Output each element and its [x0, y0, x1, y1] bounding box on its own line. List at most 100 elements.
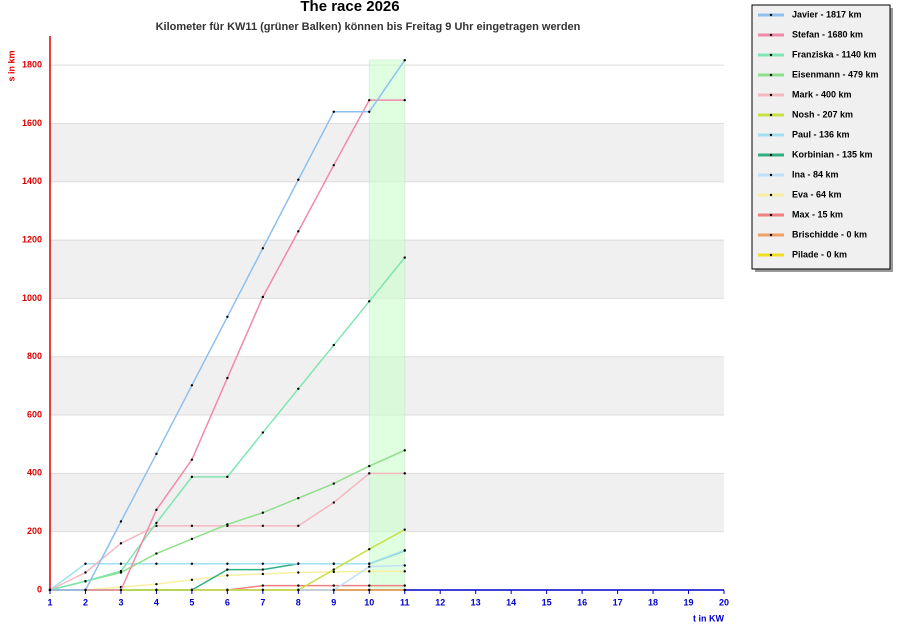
point [226, 523, 229, 526]
x-tick-label: 15 [542, 597, 552, 607]
legend-label: Franziska - 1140 km [792, 49, 877, 59]
point [403, 472, 406, 475]
x-tick-label: 14 [506, 597, 516, 607]
x-tick-label: 9 [331, 597, 336, 607]
x-tick-label: 3 [118, 597, 123, 607]
legend-dot [769, 93, 773, 97]
point [368, 565, 371, 568]
point [403, 59, 406, 62]
legend-label: Korbinian - 135 km [792, 149, 873, 159]
x-tick-label: 18 [648, 597, 658, 607]
point [155, 588, 158, 592]
legend-dot [769, 173, 773, 177]
point [261, 562, 265, 565]
point [226, 568, 229, 571]
point [119, 569, 123, 573]
chart-title: The race 2026 [300, 0, 399, 15]
point [297, 588, 300, 592]
point [368, 98, 371, 102]
legend-dot [769, 193, 773, 197]
point [332, 482, 335, 485]
series-line [50, 570, 405, 591]
legend-dot [769, 73, 773, 77]
point [155, 562, 158, 565]
point [368, 110, 371, 114]
y-tick-label: 1000 [22, 293, 42, 303]
point [297, 562, 300, 565]
point [119, 588, 123, 592]
point [297, 387, 300, 391]
point [332, 584, 335, 587]
legend-label: Eva - 64 km [792, 189, 842, 199]
point [261, 431, 265, 434]
legend-dot [769, 133, 773, 137]
point [119, 520, 123, 523]
point [368, 584, 371, 587]
point [155, 582, 158, 586]
point [297, 584, 300, 587]
y-tick-label: 1200 [22, 234, 42, 244]
point [226, 376, 229, 380]
point [368, 472, 371, 475]
point [332, 568, 335, 571]
point [190, 588, 194, 592]
point [261, 511, 265, 514]
legend-dot [769, 33, 773, 37]
legend-label: Max - 15 km [792, 209, 843, 219]
point [403, 588, 406, 592]
point [84, 580, 87, 583]
point [84, 588, 87, 592]
point [297, 571, 300, 574]
y-tick-label: 1600 [22, 118, 42, 128]
point [155, 508, 158, 512]
point [368, 464, 371, 468]
x-tick-label: 4 [154, 597, 159, 607]
point [119, 542, 123, 545]
point [84, 571, 87, 574]
point [332, 110, 335, 114]
legend-dot [769, 213, 773, 217]
y-tick-label: 600 [27, 409, 42, 419]
point [332, 501, 335, 504]
point [403, 98, 406, 102]
point [297, 524, 300, 528]
legend-dot [769, 13, 773, 17]
x-tick-label: 12 [435, 597, 445, 607]
x-axis-label: t in KW [693, 613, 724, 623]
x-tick-label: 5 [189, 597, 194, 607]
y-tick-label: 800 [27, 351, 42, 361]
point [261, 295, 265, 299]
point [84, 562, 87, 565]
series-line [49, 257, 406, 591]
point [368, 562, 371, 565]
legend-label: Stefan - 1680 km [792, 29, 863, 39]
point [403, 584, 406, 587]
point [332, 562, 335, 565]
x-tick-label: 11 [400, 597, 410, 607]
y-tick-label: 0 [37, 584, 42, 594]
point [332, 588, 335, 592]
point [261, 572, 265, 576]
point [226, 315, 229, 318]
point [226, 574, 229, 577]
legend-dot [769, 53, 773, 57]
legend-label: Ina - 84 km [792, 169, 839, 179]
series-line [50, 528, 406, 591]
point [155, 521, 158, 525]
point [261, 568, 265, 571]
point [403, 449, 406, 452]
x-tick-label: 8 [296, 597, 301, 607]
point [190, 578, 194, 581]
y-tick-label: 400 [27, 468, 42, 478]
point [297, 496, 300, 500]
x-tick-label: 6 [225, 597, 230, 607]
point [261, 584, 265, 587]
legend-label: Pilade - 0 km [792, 249, 847, 259]
point [190, 458, 194, 461]
point [332, 570, 335, 574]
x-tick-label: 2 [83, 597, 88, 607]
legend-label: Brischidde - 0 km [792, 229, 867, 239]
point [261, 588, 265, 592]
point [190, 475, 194, 479]
